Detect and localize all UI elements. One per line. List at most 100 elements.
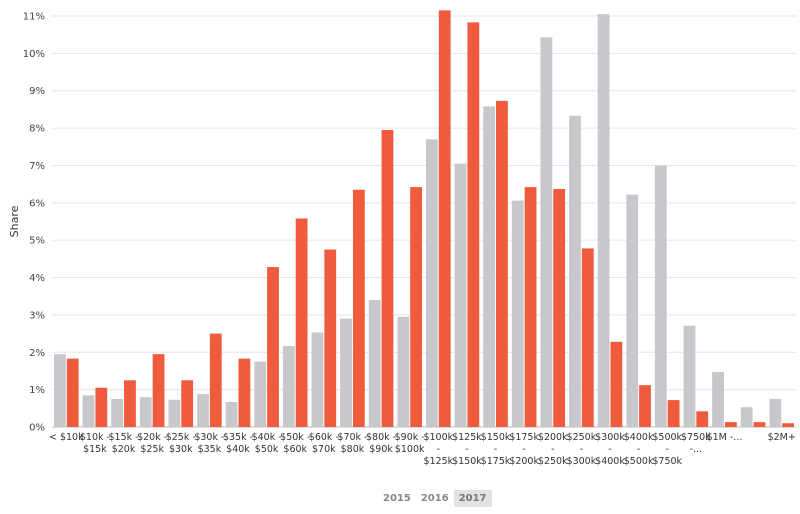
bar-series-a <box>426 139 438 428</box>
bar-series-b <box>496 100 508 427</box>
bar-series-a <box>511 200 524 427</box>
bar-series-a <box>712 372 724 427</box>
x-tick-label: $300k <box>567 456 597 467</box>
x-tick-label: $25k <box>140 444 164 455</box>
bar-series-b <box>696 411 709 427</box>
bar-series-a <box>311 332 324 427</box>
x-tick-label: $60k - <box>309 432 339 443</box>
bar-series-b <box>124 380 136 427</box>
bar-series-a <box>769 398 782 427</box>
bar-series-a <box>282 345 295 427</box>
x-tick-label: $750k <box>652 456 682 467</box>
x-tick-label: $125k <box>452 432 482 443</box>
x-tick-label: -... <box>690 444 703 455</box>
bar-series-b <box>295 218 308 427</box>
x-tick-label: $25k - <box>166 432 196 443</box>
bar-series-a <box>254 361 267 427</box>
x-tick-label: $35k <box>198 444 222 455</box>
bar-series-a <box>397 316 410 427</box>
x-tick-label: $400k <box>595 456 625 467</box>
x-tick-label: $150k <box>452 456 482 467</box>
x-tick-label: $50k <box>255 444 279 455</box>
bar-series-b <box>667 400 680 427</box>
x-tick-label: $100k <box>423 432 453 443</box>
year-selector: 2015 2016 2017 <box>378 490 492 507</box>
x-tick-label: $200k <box>538 432 568 443</box>
bar-series-b <box>438 10 451 428</box>
bar-series-b <box>782 423 794 427</box>
x-tick-label: < $10k <box>49 432 84 443</box>
bar-series-b <box>724 422 737 427</box>
legend-year-2017[interactable]: 2017 <box>453 490 492 507</box>
x-tick-label: $2M+ <box>768 432 796 443</box>
bar-series-a <box>139 397 152 427</box>
bar-series-a <box>54 354 66 427</box>
bar-series-a <box>569 115 581 427</box>
legend-year-2016[interactable]: 2016 <box>420 493 449 504</box>
x-tick-label: $500k <box>652 432 682 443</box>
x-tick-label: $250k <box>567 432 597 443</box>
y-tick-label: 7% <box>29 161 45 172</box>
bar-series-a <box>82 395 95 427</box>
x-tick-label: $175k <box>509 432 539 443</box>
bar-series-b <box>238 358 251 427</box>
x-tick-label: $50k - <box>280 432 310 443</box>
x-tick-label: $150k <box>481 432 511 443</box>
bar-series-a <box>197 394 209 427</box>
x-tick-label: $400k <box>624 432 654 443</box>
bar-series-b <box>524 187 537 427</box>
x-tick-label: $90k <box>369 444 393 455</box>
x-tick-label: $30k - <box>194 432 224 443</box>
bar-series-a <box>340 318 352 427</box>
x-tick-label: $1M -... <box>707 432 743 443</box>
y-tick-label: 3% <box>29 310 45 321</box>
bar-series-a <box>111 398 124 427</box>
y-tick-label: 9% <box>29 86 45 97</box>
bar-series-b <box>324 249 337 427</box>
y-tick-label: 0% <box>29 423 45 434</box>
x-tick-label: - <box>608 444 611 455</box>
y-axis-label: Share <box>8 205 21 237</box>
bar-series-b <box>381 129 394 427</box>
x-tick-label: $175k <box>481 456 511 467</box>
bar-series-a <box>626 194 639 427</box>
x-tick-label: - <box>437 444 440 455</box>
x-tick-label: - <box>580 444 583 455</box>
x-tick-label: $300k <box>595 432 625 443</box>
bar-series-a <box>454 163 467 427</box>
bar-series-b <box>95 387 108 427</box>
bar-series-b <box>467 22 480 428</box>
bar-series-a <box>740 407 753 427</box>
x-tick-label: $15k <box>83 444 107 455</box>
x-tick-label: $70k <box>312 444 336 455</box>
bar-series-b <box>410 187 422 427</box>
y-tick-label: 2% <box>29 348 45 359</box>
x-tick-label: - <box>522 444 525 455</box>
bar-series-b <box>352 189 365 427</box>
x-tick-label: - <box>666 444 669 455</box>
bar-series-b <box>181 380 194 427</box>
y-tick-label: 4% <box>29 273 45 284</box>
x-tick-label: $125k <box>423 456 453 467</box>
bar-series-a <box>683 325 696 427</box>
x-tick-label: $70k - <box>337 432 367 443</box>
y-tick-label: 10% <box>23 49 45 60</box>
x-tick-label: $500k <box>624 456 654 467</box>
bar-series-b <box>152 354 165 427</box>
bar-series-b <box>639 385 651 427</box>
bar-series-b <box>209 333 222 427</box>
bar-series-a <box>368 299 381 427</box>
x-tick-label: $15k - <box>108 432 138 443</box>
y-tick-label: 1% <box>29 385 45 396</box>
legend-year-2015[interactable]: 2015 <box>383 493 411 504</box>
x-tick-label: - <box>494 444 497 455</box>
x-tick-label: $750k <box>681 432 711 443</box>
x-tick-label: $40k <box>226 444 250 455</box>
bar-series-b <box>581 248 594 427</box>
x-tick-label: $30k <box>169 444 193 455</box>
x-tick-label: - <box>637 444 640 455</box>
y-tick-label: 11% <box>23 12 45 23</box>
bar-series-b <box>267 267 279 427</box>
x-tick-label: $20k - <box>137 432 167 443</box>
y-tick-label: 5% <box>29 236 45 247</box>
